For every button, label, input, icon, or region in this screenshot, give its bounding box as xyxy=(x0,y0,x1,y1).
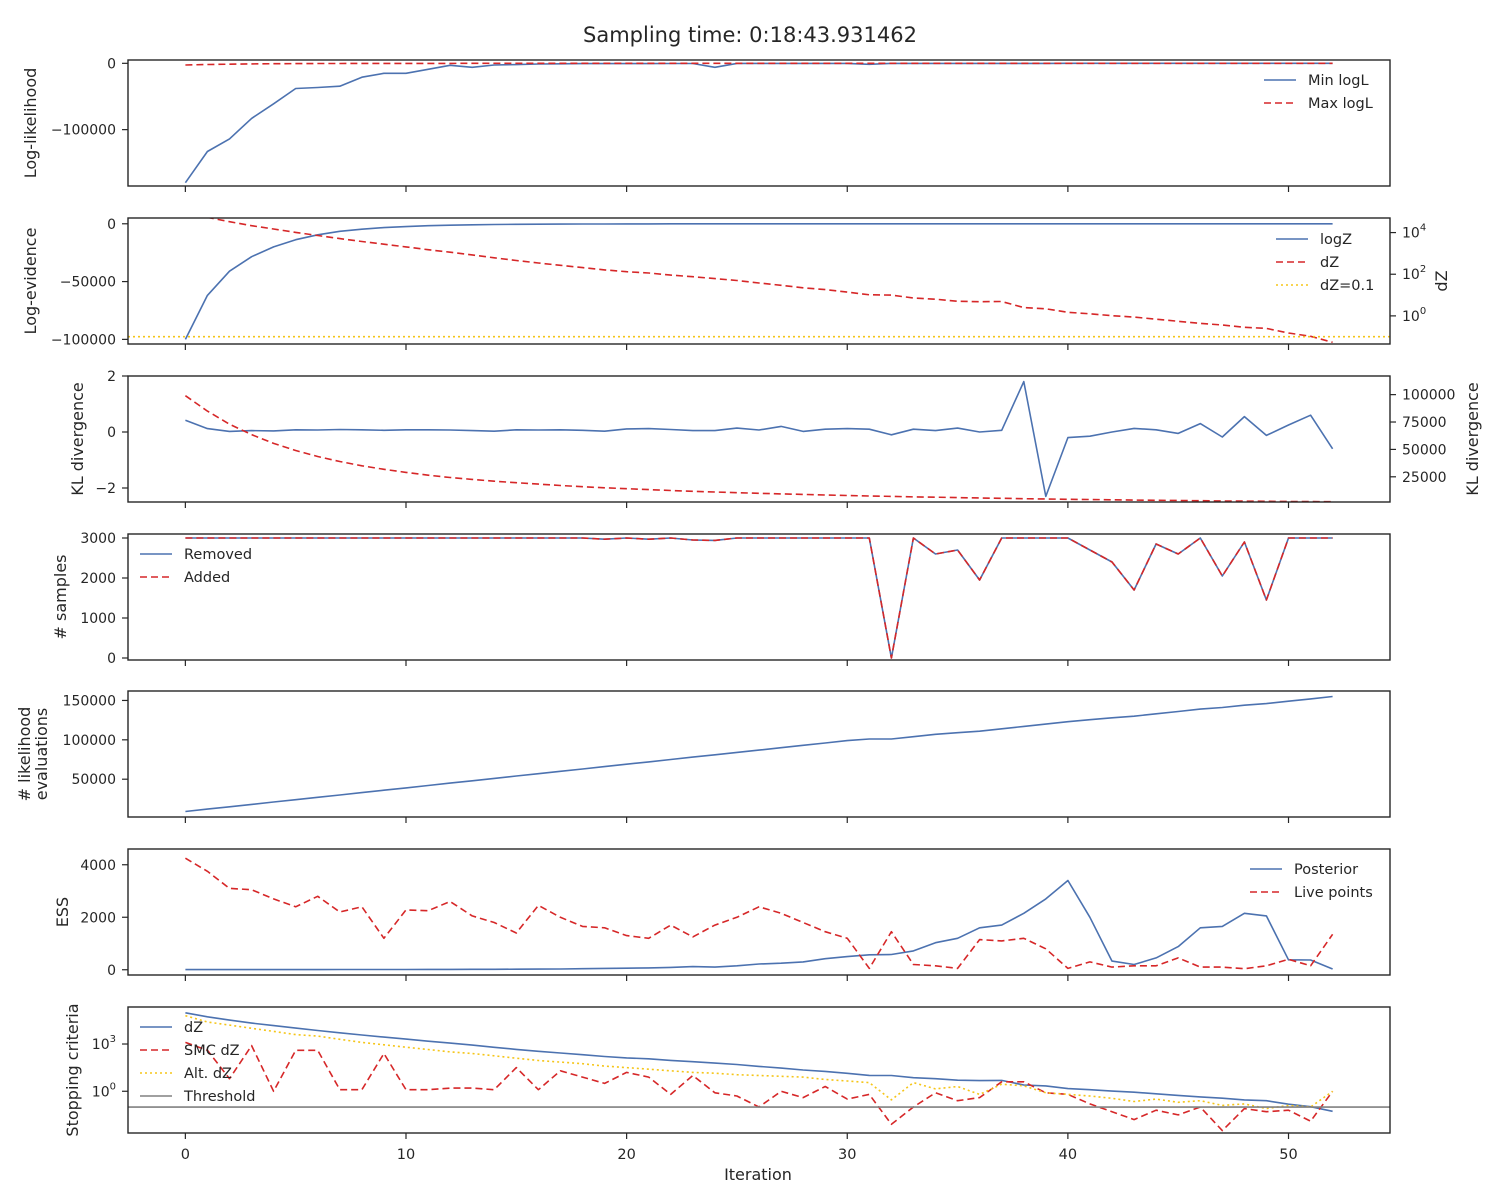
panel-kl: 2 0 −2 100000 75000 50000 25000 KL divergence KL… xyxy=(68,369,1482,508)
legend-label: Alt. dZ xyxy=(184,1066,232,1082)
legend-label: dZ=0.1 xyxy=(1320,278,1374,294)
panels: 0 −100000 Log-likelihood Min logL Max logL 0 −… xyxy=(15,56,1482,1184)
y-tick-label: 4000 xyxy=(80,858,116,874)
series-line xyxy=(206,218,1333,344)
legend-label: Min logL xyxy=(1308,73,1369,89)
x-tick-label: 10 xyxy=(397,1147,415,1163)
series-line xyxy=(184,395,1333,502)
series-group xyxy=(128,218,1390,344)
y-axis-label: Stopping criteria xyxy=(63,1003,82,1136)
y-tick-label: 100 xyxy=(92,1081,116,1100)
y-tick-label: −100000 xyxy=(51,123,116,139)
y-tick-label: 0 xyxy=(107,651,116,667)
legend-label: Threshold xyxy=(183,1089,255,1105)
y-tick-label: 0 xyxy=(107,425,116,441)
y-tick-label: 150000 xyxy=(63,693,116,709)
x-tick-label: 20 xyxy=(617,1147,635,1163)
series-line xyxy=(184,857,1334,970)
legend-label: logZ xyxy=(1320,232,1352,248)
panel-frame xyxy=(127,533,1391,661)
y-tick-label: 0 xyxy=(107,217,116,233)
series-group xyxy=(128,1012,1390,1132)
y-axis-label: ESS xyxy=(53,897,72,927)
series-group xyxy=(184,62,1333,184)
series-line xyxy=(185,380,1334,498)
y-axis-label: Log-likelihood xyxy=(21,68,40,179)
y-tick-label: 103 xyxy=(92,1034,116,1053)
legend-label: SMC dZ xyxy=(184,1043,240,1059)
panel-samples: 3000 2000 1000 0 # samples Removed Added xyxy=(51,531,1391,667)
x-tick-label: 40 xyxy=(1059,1147,1077,1163)
x-axis-label: Iteration xyxy=(724,1165,792,1184)
y-tick-label: −50000 xyxy=(60,275,116,291)
y-tick-label: 100000 xyxy=(63,733,116,749)
y-right-tick-label: 100 xyxy=(1402,306,1426,325)
y-tick-label: 3000 xyxy=(80,531,116,547)
x-tick-label: 0 xyxy=(181,1147,190,1163)
series-line xyxy=(185,879,1333,971)
series-group xyxy=(185,695,1333,813)
series-line xyxy=(185,537,1333,659)
series-line xyxy=(185,1041,1334,1132)
y-right-tick-label: 25000 xyxy=(1402,470,1447,486)
y-tick-label: −2 xyxy=(95,481,116,497)
legend-label: Posterior xyxy=(1294,862,1358,878)
series-line xyxy=(184,223,1333,340)
x-tick-label: 30 xyxy=(838,1147,856,1163)
series-group xyxy=(184,380,1334,502)
x-tick-label: 50 xyxy=(1279,1147,1297,1163)
y-axis-label: KL divergence xyxy=(68,382,87,495)
y-axis-label: # samples xyxy=(51,555,70,640)
y-right-tick-label: 104 xyxy=(1402,223,1426,242)
y-axis-label: # likelihood xyxy=(15,707,34,802)
legend-label: dZ xyxy=(184,1020,203,1036)
panel-frame xyxy=(127,375,1391,503)
series-line xyxy=(185,695,1333,813)
y-axis-label: evaluations xyxy=(32,708,51,801)
y-tick-label: 2 xyxy=(107,369,116,385)
y-tick-label: 2000 xyxy=(80,571,116,587)
y-tick-label: 0 xyxy=(107,963,116,979)
legend-label: Max logL xyxy=(1308,96,1373,112)
y-right-tick-label: 75000 xyxy=(1402,415,1447,431)
legend-label: Added xyxy=(184,570,230,586)
panel-loglikelihood: 0 −100000 Log-likelihood Min logL Max logL xyxy=(21,56,1391,192)
series-line xyxy=(184,62,1333,184)
y-tick-label: 50000 xyxy=(71,772,116,788)
series-line xyxy=(185,1012,1333,1113)
panel-frame xyxy=(127,59,1391,187)
legend-label: Removed xyxy=(184,547,252,563)
panel-frame xyxy=(127,217,1391,345)
series-group xyxy=(184,857,1334,971)
y-right-axis-label: KL divergence xyxy=(1463,382,1482,495)
panel-logevidence: 0 −50000 −100000 104 102 100 Log-evidence dZ log… xyxy=(21,217,1451,350)
panel-frame xyxy=(127,848,1391,976)
panel-ess: 4000 2000 0 ESS Posterior Live points xyxy=(53,848,1391,981)
y-tick-label: 0 xyxy=(107,56,116,72)
legend-label: dZ xyxy=(1320,255,1339,271)
panel-frame xyxy=(127,690,1391,818)
y-tick-label: −100000 xyxy=(51,332,116,348)
figure-title: Sampling time: 0:18:43.931462 xyxy=(583,23,917,47)
y-tick-label: 2000 xyxy=(80,910,116,926)
y-right-tick-label: 102 xyxy=(1402,264,1426,283)
y-right-tick-label: 50000 xyxy=(1402,442,1447,458)
y-right-tick-label: 100000 xyxy=(1402,388,1455,404)
series-line xyxy=(185,62,1333,66)
legend-label: Live points xyxy=(1294,885,1373,901)
series-group xyxy=(185,537,1333,659)
y-right-axis-label: dZ xyxy=(1432,270,1451,291)
y-axis-label: Log-evidence xyxy=(21,228,40,335)
series-line xyxy=(185,537,1333,659)
y-tick-label: 1000 xyxy=(80,611,116,627)
panel-frame xyxy=(127,1006,1391,1134)
